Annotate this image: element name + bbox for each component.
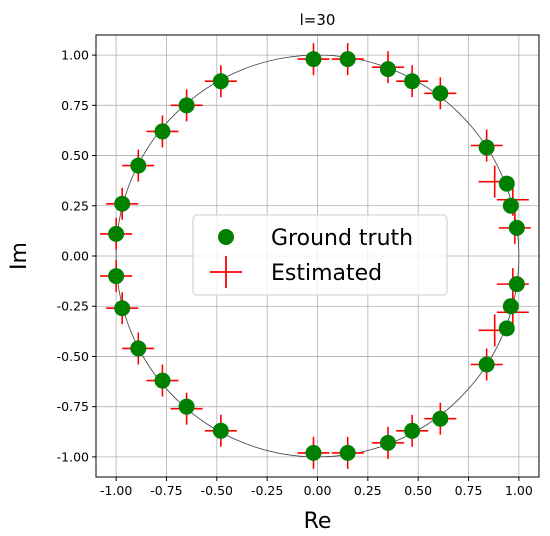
ground-truth-point (108, 225, 125, 242)
x-tick-label: 0.00 (304, 483, 332, 498)
ground-truth-point (130, 157, 147, 174)
legend: Ground truth Estimated (192, 214, 448, 296)
ground-truth-point (114, 300, 131, 317)
ground-truth-point (478, 139, 495, 156)
y-axis-label: Im (7, 242, 32, 270)
x-tick-label: -0.25 (251, 483, 283, 498)
x-tick-label: 1.00 (505, 483, 533, 498)
ground-truth-point (154, 123, 171, 140)
y-tick-label: -0.25 (57, 299, 89, 314)
ground-truth-series (108, 51, 525, 461)
legend-box (192, 214, 448, 296)
ground-truth-point (212, 73, 229, 90)
ground-truth-point (508, 219, 525, 236)
ground-truth-point (498, 320, 515, 337)
ground-truth-point (432, 85, 449, 102)
ground-truth-point (178, 398, 195, 415)
ground-truth-point (305, 444, 322, 461)
ground-truth-point (108, 268, 125, 285)
y-tick-label: -1.00 (57, 449, 89, 464)
legend-estimated-label: Estimated (271, 261, 382, 286)
ground-truth-point (305, 51, 322, 68)
y-tick-label: 0.00 (61, 249, 89, 264)
ground-truth-point (478, 356, 495, 373)
ground-truth-point (379, 434, 396, 451)
y-tick-label: -0.75 (57, 399, 89, 414)
x-tick-label: -0.75 (150, 483, 182, 498)
ground-truth-point (339, 51, 356, 68)
ground-truth-point (404, 73, 421, 90)
chart-title: l=30 (300, 11, 336, 29)
x-tick-label: 0.25 (354, 483, 382, 498)
y-tick-label: 1.00 (61, 48, 89, 63)
y-tick-label: 0.25 (61, 198, 89, 213)
ground-truth-point (212, 422, 229, 439)
ground-truth-point (502, 298, 519, 315)
x-tick-label: -0.50 (201, 483, 233, 498)
legend-ground-truth-label: Ground truth (271, 226, 413, 251)
legend-ground-truth-marker (218, 229, 234, 245)
axis-ticks: -1.00 -0.75 -0.50 -0.25 0.00 0.25 0.50 0.75 1.00… (57, 48, 533, 498)
legend-estimated-marker (210, 256, 242, 288)
ground-truth-point (130, 340, 147, 357)
x-tick-label: 0.50 (404, 483, 432, 498)
y-tick-label: -0.50 (57, 349, 89, 364)
ground-truth-point (502, 197, 519, 214)
ground-truth-point (114, 195, 131, 212)
ground-truth-point (432, 410, 449, 427)
ground-truth-point (508, 276, 525, 293)
ground-truth-point (404, 422, 421, 439)
y-tick-label: 0.75 (61, 98, 89, 113)
y-tick-label: 0.50 (61, 148, 89, 163)
ground-truth-point (379, 61, 396, 78)
x-tick-label: 0.75 (455, 483, 483, 498)
ground-truth-point (339, 444, 356, 461)
ground-truth-point (154, 372, 171, 389)
x-axis-label: Re (304, 509, 332, 534)
ground-truth-point (178, 97, 195, 114)
x-tick-label: -1.00 (100, 483, 132, 498)
ground-truth-point (498, 175, 515, 192)
